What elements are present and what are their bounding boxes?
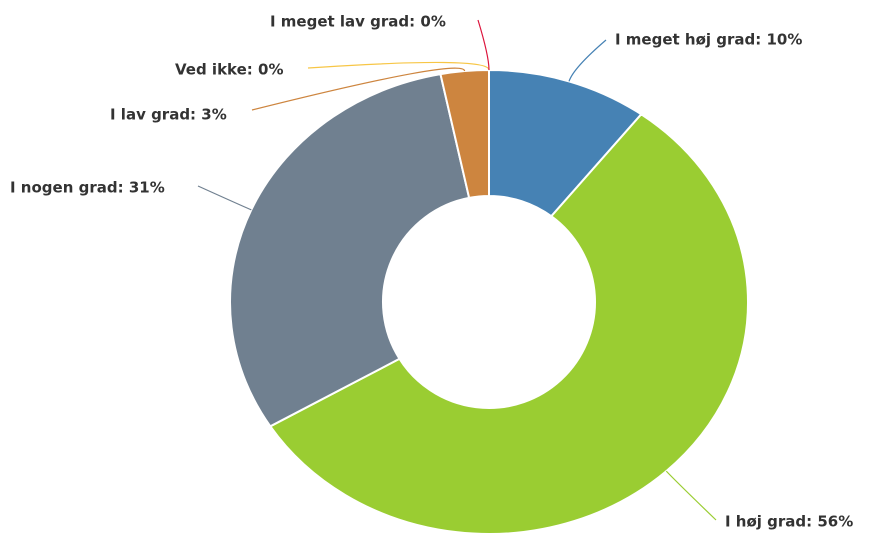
data-label: I høj grad: 56%	[725, 513, 853, 531]
leader-line	[568, 39, 607, 82]
slice	[268, 112, 749, 535]
leader-line	[477, 19, 490, 71]
data-label: I meget høj grad: 10%	[615, 31, 802, 49]
leader-line	[197, 185, 252, 211]
leader-line	[665, 470, 717, 521]
slice	[488, 68, 643, 218]
data-label: I meget lav grad: 0%	[270, 13, 446, 31]
leader-line	[307, 61, 490, 71]
slice	[229, 72, 471, 428]
leader-line	[251, 67, 466, 111]
data-label: Ved ikke: 0%	[175, 61, 283, 79]
data-label: I nogen grad: 31%	[10, 179, 165, 197]
data-label: I lav grad: 3%	[110, 106, 227, 124]
